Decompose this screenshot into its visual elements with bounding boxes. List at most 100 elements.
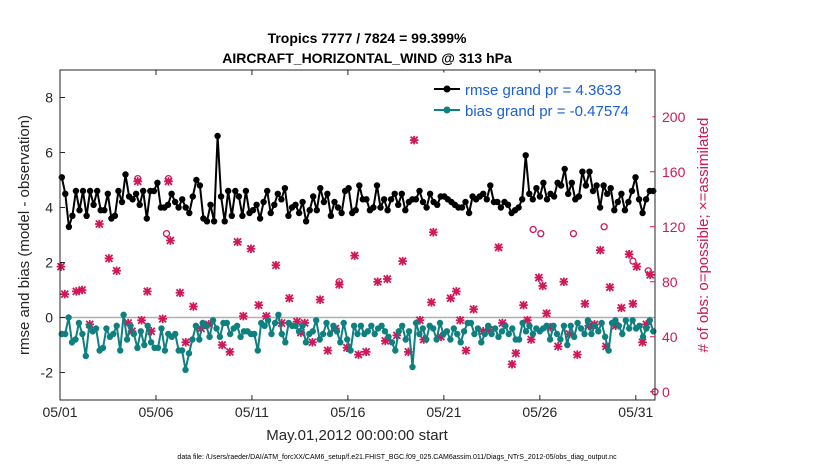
- rmse-point: [356, 182, 363, 189]
- obs-possible-marker: [529, 225, 537, 234]
- obs-assimilated-marker: [580, 299, 590, 309]
- bias-series: [58, 311, 657, 373]
- rmse-point: [115, 187, 122, 195]
- obs-assimilated-marker: [217, 340, 227, 350]
- bias-point: [574, 319, 581, 327]
- obs-assimilated-marker: [166, 236, 175, 245]
- bias-point: [271, 319, 279, 327]
- obs-assimilated-marker: [137, 315, 146, 325]
- rmse-point: [327, 212, 335, 219]
- obs-possible-marker: [569, 229, 578, 238]
- rmse-point: [526, 190, 533, 197]
- obs-assimilated-marker: [292, 317, 302, 326]
- rmse-point: [302, 218, 310, 225]
- bias-point: [251, 330, 258, 338]
- rmse-point: [607, 185, 614, 192]
- bias-point: [72, 336, 79, 343]
- obs-assimilated-marker: [538, 281, 548, 291]
- rmse-point: [338, 209, 345, 217]
- rmse-point: [504, 201, 512, 208]
- rmse-point: [225, 187, 232, 195]
- obs-assimilated-marker: [254, 300, 263, 310]
- obs-assimilated-marker: [415, 315, 425, 325]
- rmse-point: [278, 196, 285, 203]
- obs-assimilated-marker: [427, 298, 436, 307]
- rmse-point: [164, 201, 172, 208]
- bias-point: [454, 330, 461, 338]
- bias-point: [498, 328, 506, 335]
- obs-assimilated-marker: [350, 251, 359, 260]
- bias-point: [368, 322, 375, 329]
- bias-point: [65, 314, 72, 321]
- bias-point: [130, 330, 138, 338]
- rmse-point: [324, 190, 331, 197]
- rmse-point: [582, 182, 590, 189]
- rmse-point: [76, 207, 83, 214]
- rmse-point: [434, 201, 441, 208]
- bias-point: [127, 322, 134, 329]
- y-left-tick-label: 6: [45, 145, 53, 161]
- bias-point: [526, 322, 533, 329]
- rmse-point: [207, 201, 214, 208]
- bias-point: [423, 336, 430, 343]
- obs-assimilated-marker: [285, 293, 294, 303]
- bias-point: [330, 322, 337, 329]
- bias-point: [275, 311, 282, 318]
- rmse-point: [171, 198, 179, 206]
- bias-point: [309, 328, 316, 335]
- obs-assimilated-marker: [164, 177, 173, 186]
- rmse-point: [536, 193, 544, 200]
- y-left-tick-label: 4: [45, 200, 53, 216]
- bias-point: [161, 347, 169, 354]
- bias-point: [264, 317, 272, 324]
- bias-point: [392, 347, 399, 354]
- rmse-point: [522, 152, 529, 159]
- bias-point: [443, 328, 451, 335]
- bias-point: [123, 336, 131, 343]
- obs-assimilated-marker: [342, 343, 352, 353]
- bias-point: [416, 330, 423, 338]
- bias-point: [206, 333, 213, 340]
- bias-point: [278, 330, 285, 338]
- obs-assimilated-marker: [595, 245, 605, 255]
- obs-assimilated-marker: [494, 243, 503, 252]
- bias-point: [395, 328, 402, 335]
- y-axis-right: 0 40 80 120 160 200: [650, 109, 686, 400]
- bias-point: [622, 317, 629, 324]
- rmse-point: [285, 212, 292, 219]
- bias-point: [605, 347, 612, 354]
- rmse-series: [58, 132, 657, 230]
- obs-assimilated-marker: [642, 320, 651, 329]
- rmse-point: [214, 132, 221, 140]
- rmse-point: [154, 179, 161, 186]
- bias-point: [488, 330, 495, 338]
- rmse-point: [600, 182, 607, 189]
- bias-point: [402, 336, 409, 343]
- rmse-point: [373, 182, 381, 189]
- bias-point: [86, 322, 93, 329]
- obs-assimilated-marker: [225, 347, 235, 357]
- rmse-point: [483, 196, 490, 203]
- rmse-point: [529, 196, 536, 203]
- bias-point: [254, 347, 261, 354]
- bias-point: [553, 330, 561, 338]
- legend-rmse-label: rmse grand pr = 4.3633: [465, 82, 621, 99]
- bias-point: [405, 328, 413, 335]
- obs-assimilated-marker: [546, 322, 555, 332]
- bias-point: [502, 322, 509, 329]
- rmse-point: [140, 187, 147, 195]
- obs-assimilated-marker: [104, 254, 114, 263]
- obs-assimilated-marker: [308, 337, 317, 347]
- rmse-point: [462, 198, 469, 206]
- obs-possible-marker: [537, 229, 545, 238]
- rmse-point: [614, 198, 621, 206]
- rmse-point: [72, 187, 80, 195]
- obs-assimilated-marker: [262, 311, 271, 321]
- bias-point: [399, 322, 406, 329]
- bias-point: [515, 336, 523, 343]
- rmse-point: [150, 187, 158, 195]
- rmse-point: [618, 190, 625, 197]
- rmse-point: [62, 190, 69, 197]
- rmse-point: [402, 207, 409, 214]
- bias-point: [519, 319, 526, 327]
